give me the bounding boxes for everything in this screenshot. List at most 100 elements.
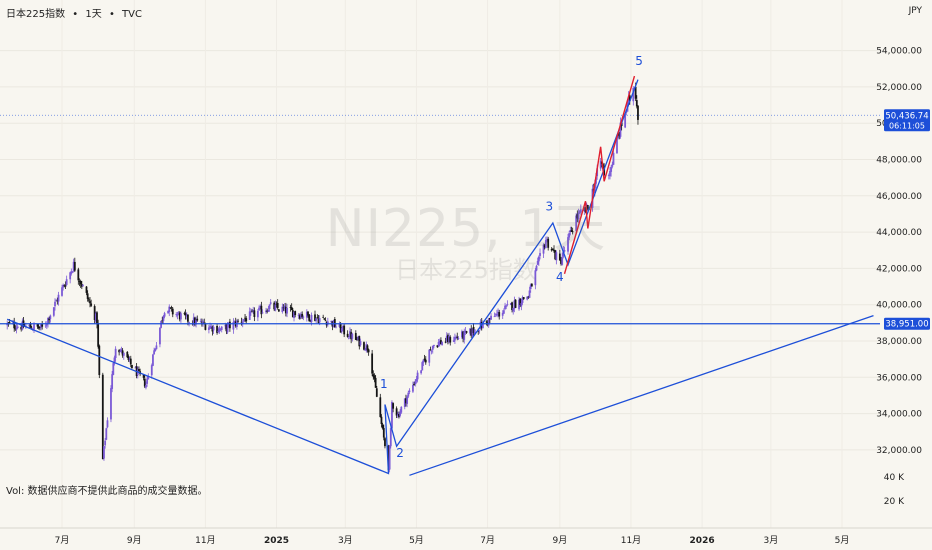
- volume-axis-label: 40 K: [884, 473, 905, 483]
- candle-body: [612, 152, 615, 165]
- candle-body: [121, 350, 124, 356]
- x-tick-label: 5月: [409, 535, 424, 546]
- candle-body: [256, 310, 259, 318]
- candle-body: [153, 350, 156, 355]
- candle-body: [61, 287, 63, 296]
- candle-body: [354, 333, 357, 340]
- wave-label-3: 3: [546, 199, 554, 213]
- y-tick-label: 44,000.00: [876, 228, 922, 238]
- candle-body: [62, 284, 65, 288]
- candle-body: [529, 284, 532, 290]
- candle-body: [551, 248, 554, 250]
- candle-body: [150, 365, 153, 376]
- candle-body: [85, 286, 88, 293]
- candle-body: [103, 446, 105, 459]
- elliott-wave-path: [6, 79, 639, 475]
- y-tick-label: 52,000.00: [876, 83, 922, 93]
- wave-label-4: 4: [556, 270, 564, 284]
- candle-body: [366, 345, 369, 351]
- candle-body: [490, 315, 492, 320]
- candle-body: [469, 328, 471, 334]
- candle-body: [241, 321, 244, 324]
- candle-body: [202, 321, 204, 324]
- candle-body: [291, 310, 294, 318]
- candle-body: [220, 326, 223, 330]
- candle-body: [599, 160, 602, 169]
- candle-body: [535, 265, 538, 271]
- candle-body: [447, 335, 449, 343]
- candle-body: [555, 252, 558, 261]
- candle-body: [423, 358, 426, 360]
- candle-body: [351, 333, 354, 339]
- horizontal-level-tag-label: 38,951.00: [885, 320, 928, 330]
- candle-body: [391, 401, 393, 429]
- x-tick-label: 9月: [552, 535, 567, 546]
- candle-body: [87, 299, 90, 301]
- candle-body: [497, 311, 499, 314]
- candle-body: [470, 328, 473, 336]
- candle-body: [78, 281, 81, 282]
- candle-body: [219, 329, 222, 331]
- candle-body: [349, 331, 351, 338]
- candle-body: [171, 308, 174, 315]
- candle-body: [194, 317, 196, 325]
- candle-body: [176, 314, 179, 316]
- last-price-label: 50,436.74: [885, 111, 928, 121]
- candle-body: [119, 350, 122, 352]
- candle-body: [301, 313, 304, 317]
- candle-body: [57, 294, 60, 302]
- candle-body: [281, 306, 284, 313]
- candle-body: [184, 313, 187, 316]
- candle-body: [143, 378, 146, 387]
- candle-body: [473, 329, 476, 335]
- candle-body: [412, 385, 414, 392]
- candle-body: [416, 372, 419, 380]
- candle-body: [196, 318, 199, 321]
- candle-body: [488, 318, 491, 320]
- candle-body: [77, 269, 80, 281]
- candle-body: [359, 341, 362, 346]
- candle-body: [248, 311, 251, 320]
- candle-body: [388, 445, 391, 470]
- candle-body: [316, 317, 319, 319]
- candle-body: [330, 320, 333, 323]
- interval-label[interactable]: 1天: [85, 9, 102, 20]
- candle-body: [185, 314, 188, 317]
- candle-body: [584, 207, 587, 212]
- candle-body: [242, 319, 245, 321]
- currency-label[interactable]: JPY: [908, 6, 922, 16]
- candle-body: [575, 215, 578, 231]
- candle-body: [188, 322, 190, 323]
- candle-body: [371, 353, 374, 374]
- candle-body: [624, 114, 627, 128]
- candle-body: [558, 253, 561, 261]
- candle-body: [415, 379, 418, 382]
- y-tick-label: 32,000.00: [876, 446, 922, 456]
- candle-body: [290, 307, 293, 311]
- candle-body: [498, 312, 501, 317]
- candle-body: [41, 324, 44, 327]
- candle-body: [129, 358, 132, 365]
- candle-body: [128, 358, 131, 360]
- candle-body: [481, 321, 484, 329]
- candle-body: [632, 87, 635, 102]
- candle-body: [534, 270, 537, 286]
- candle-body: [424, 359, 427, 363]
- candle-body: [553, 249, 555, 252]
- candle-body: [94, 313, 97, 322]
- candle-body: [441, 342, 443, 345]
- candle-body: [550, 249, 553, 251]
- candle-body: [406, 396, 409, 404]
- candle-body: [178, 312, 181, 320]
- candle-body: [192, 317, 195, 326]
- symbol-title[interactable]: 日本225指数: [6, 9, 66, 20]
- y-tick-label: 34,000.00: [876, 410, 922, 420]
- candle-body: [232, 321, 235, 330]
- candle-body: [261, 312, 264, 314]
- y-tick-label: 54,000.00: [876, 47, 922, 57]
- candle-body: [284, 307, 287, 314]
- candle-body: [433, 344, 435, 347]
- candle-body: [342, 325, 344, 329]
- candle-body: [543, 244, 546, 248]
